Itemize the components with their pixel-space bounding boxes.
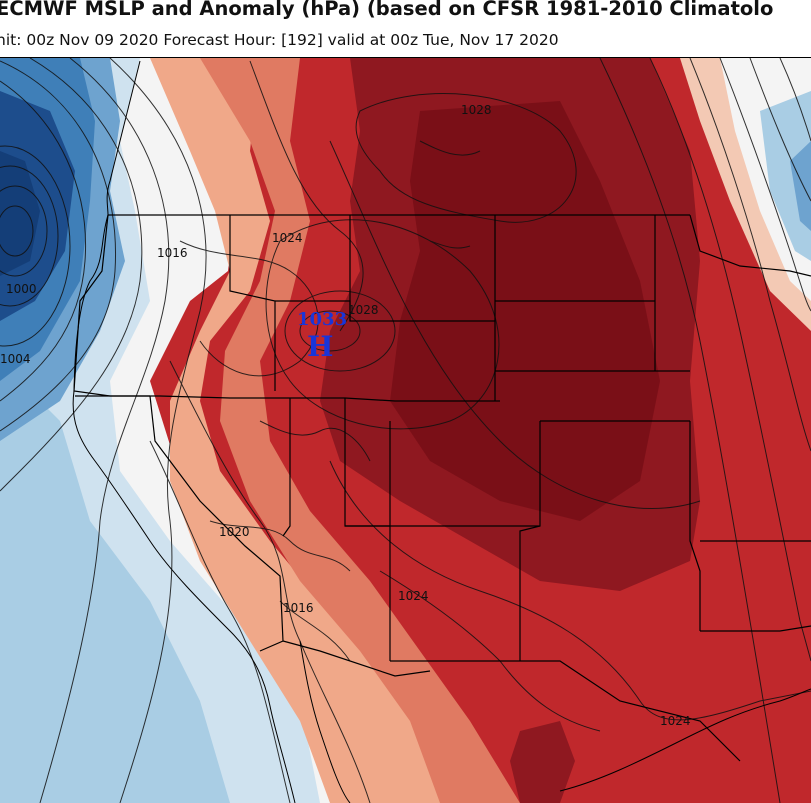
weak-negative-region-south (0, 361, 230, 803)
isobar-lines (0, 58, 811, 803)
isobar-label: 1004 (0, 352, 31, 366)
weak-negative-region-east (760, 91, 811, 261)
anomaly-map: 1028 1016 1024 1000 1028 1004 1020 1016 … (0, 57, 811, 803)
map-title: ECMWF MSLP and Anomaly (hPa) (based on C… (0, 0, 774, 20)
isobar-label: 1016 (157, 246, 188, 260)
map-canvas: 1028 1016 1024 1000 1028 1004 1020 1016 … (0, 58, 811, 803)
moderate-positive-region-west (200, 58, 520, 803)
high-pressure-value: 1033 (297, 309, 347, 330)
map-subtitle: nit: 00z Nov 09 2020 Forecast Hour: [192… (0, 31, 559, 49)
strong-positive-core (390, 101, 660, 521)
state-boundaries (73, 214, 811, 762)
negative-region-east (790, 141, 811, 231)
high-pressure-letter: H (307, 330, 333, 363)
isobar-label: 1024 (660, 714, 691, 728)
isobar-label: 1000 (6, 282, 37, 296)
isobar-label: 1024 (272, 231, 303, 245)
isobar-label: 1020 (219, 525, 250, 539)
coastline (72, 60, 811, 803)
high-pressure-center: 1033 H (297, 309, 347, 363)
isobar-label: 1028 (348, 303, 379, 317)
isobar-labels: 1028 1016 1024 1000 1028 1004 1020 1016 … (0, 103, 691, 728)
isobar-label: 1028 (461, 103, 492, 117)
strong-positive-patch-south (510, 721, 575, 803)
weak-positive-region-west (150, 58, 450, 803)
isobar-label: 1024 (398, 589, 429, 603)
isobar-label: 1016 (283, 601, 314, 615)
